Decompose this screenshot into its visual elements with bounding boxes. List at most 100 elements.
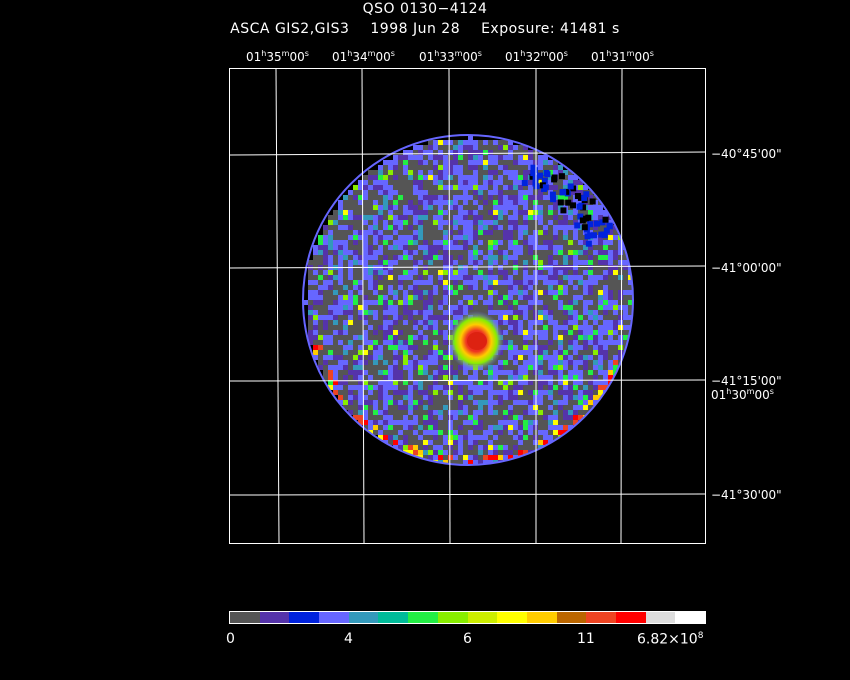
field-pixel	[388, 285, 393, 290]
field-pixel	[348, 195, 353, 200]
field-pixel	[373, 365, 378, 370]
field-pixel	[423, 410, 428, 415]
field-pixel	[413, 145, 418, 150]
field-pixel	[608, 240, 613, 245]
field-pixel	[543, 435, 548, 440]
field-pixel	[383, 235, 388, 240]
field-pixel	[563, 255, 568, 260]
field-pixel	[398, 325, 403, 330]
field-pixel	[408, 405, 413, 410]
field-pixel	[418, 220, 423, 225]
detector-rim	[302, 134, 634, 466]
field-pixel	[378, 175, 383, 180]
field-pixel	[343, 205, 348, 210]
field-pixel	[548, 285, 553, 290]
field-pixel	[628, 310, 633, 315]
field-pixel	[343, 255, 348, 260]
field-pixel	[443, 445, 448, 450]
field-pixel	[428, 405, 433, 410]
field-pixel	[518, 300, 523, 305]
field-pixel	[438, 325, 443, 330]
field-pixel	[513, 240, 518, 245]
field-pixel	[513, 255, 518, 260]
field-pixel	[318, 305, 323, 310]
field-pixel	[513, 270, 518, 275]
field-pixel	[493, 255, 498, 260]
field-pixel	[373, 220, 378, 225]
field-pixel	[558, 425, 563, 430]
field-pixel	[588, 305, 593, 310]
field-pixel	[608, 355, 613, 360]
field-pixel	[378, 260, 383, 265]
field-pixel	[443, 155, 448, 160]
field-pixel	[573, 365, 578, 370]
field-pixel	[583, 295, 588, 300]
field-pixel	[548, 210, 553, 215]
field-pixel	[558, 300, 563, 305]
field-pixel	[598, 295, 603, 300]
field-pixel	[613, 265, 618, 270]
field-pixel	[363, 250, 368, 255]
field-pixel	[318, 255, 323, 260]
field-pixel	[403, 440, 408, 445]
field-pixel	[403, 235, 408, 240]
field-pixel	[413, 185, 418, 190]
field-pixel	[308, 300, 313, 305]
field-pixel	[448, 310, 453, 315]
field-pixel	[563, 275, 568, 280]
field-pixel	[388, 315, 393, 320]
field-pixel	[438, 350, 443, 355]
field-pixel	[353, 260, 358, 265]
field-pixel	[538, 430, 543, 435]
field-pixel	[333, 380, 338, 385]
field-pixel	[488, 275, 493, 280]
field-pixel	[488, 405, 493, 410]
field-pixel	[328, 360, 333, 365]
field-pixel	[433, 280, 438, 285]
field-pixel	[373, 250, 378, 255]
field-pixel	[453, 185, 458, 190]
field-pixel	[458, 160, 463, 165]
field-pixel	[542, 184, 549, 191]
field-pixel	[453, 200, 458, 205]
field-pixel	[463, 290, 468, 295]
field-pixel	[423, 225, 428, 230]
field-pixel	[448, 245, 453, 250]
field-pixel	[568, 235, 573, 240]
field-pixel	[358, 420, 363, 425]
field-pixel	[603, 285, 608, 290]
field-pixel	[418, 160, 423, 165]
field-pixel	[558, 275, 563, 280]
field-pixel	[373, 370, 378, 375]
field-pixel	[423, 145, 428, 150]
field-pixel	[443, 300, 448, 305]
field-pixel	[438, 235, 443, 240]
field-pixel	[548, 235, 553, 240]
field-pixel	[383, 360, 388, 365]
field-pixel	[558, 430, 563, 435]
field-pixel	[453, 280, 458, 285]
field-pixel	[473, 150, 478, 155]
field-pixel	[623, 330, 628, 335]
field-pixel	[618, 290, 623, 295]
field-pixel	[503, 355, 508, 360]
field-pixel	[328, 275, 333, 280]
field-pixel	[548, 290, 553, 295]
field-pixel	[358, 400, 363, 405]
field-pixel	[423, 435, 428, 440]
field-pixel	[513, 345, 518, 350]
field-pixel	[368, 240, 373, 245]
field-pixel	[521, 180, 528, 187]
field-pixel	[428, 200, 433, 205]
field-pixel	[558, 245, 563, 250]
field-pixel	[363, 315, 368, 320]
field-pixel	[553, 215, 558, 220]
field-pixel	[568, 410, 573, 415]
field-pixel	[488, 175, 493, 180]
field-pixel	[443, 255, 448, 260]
field-pixel	[313, 285, 318, 290]
field-pixel	[568, 255, 573, 260]
field-pixel	[563, 220, 568, 225]
field-pixel	[528, 245, 533, 250]
field-pixel	[608, 315, 613, 320]
